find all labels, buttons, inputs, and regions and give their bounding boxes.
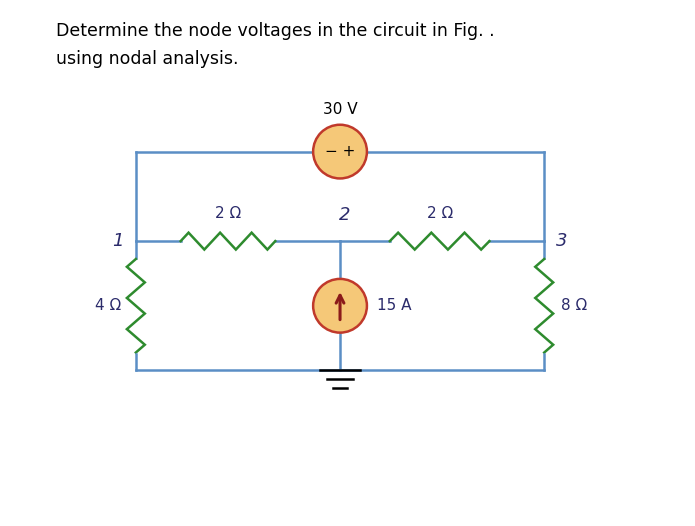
Text: Determine the node voltages in the circuit in Fig. .: Determine the node voltages in the circu…: [56, 22, 495, 41]
Text: 15 A: 15 A: [377, 298, 411, 313]
Circle shape: [313, 125, 367, 178]
Text: 8 Ω: 8 Ω: [561, 298, 587, 313]
Text: − +: − +: [325, 144, 355, 159]
Circle shape: [313, 279, 367, 332]
Text: 3: 3: [556, 232, 568, 250]
Text: 2: 2: [339, 206, 351, 224]
Text: using nodal analysis.: using nodal analysis.: [56, 50, 238, 68]
Text: 2 Ω: 2 Ω: [427, 206, 452, 221]
Text: 4 Ω: 4 Ω: [95, 298, 121, 313]
Text: 30 V: 30 V: [322, 102, 357, 117]
Text: 2 Ω: 2 Ω: [215, 206, 241, 221]
Text: 1: 1: [113, 232, 124, 250]
